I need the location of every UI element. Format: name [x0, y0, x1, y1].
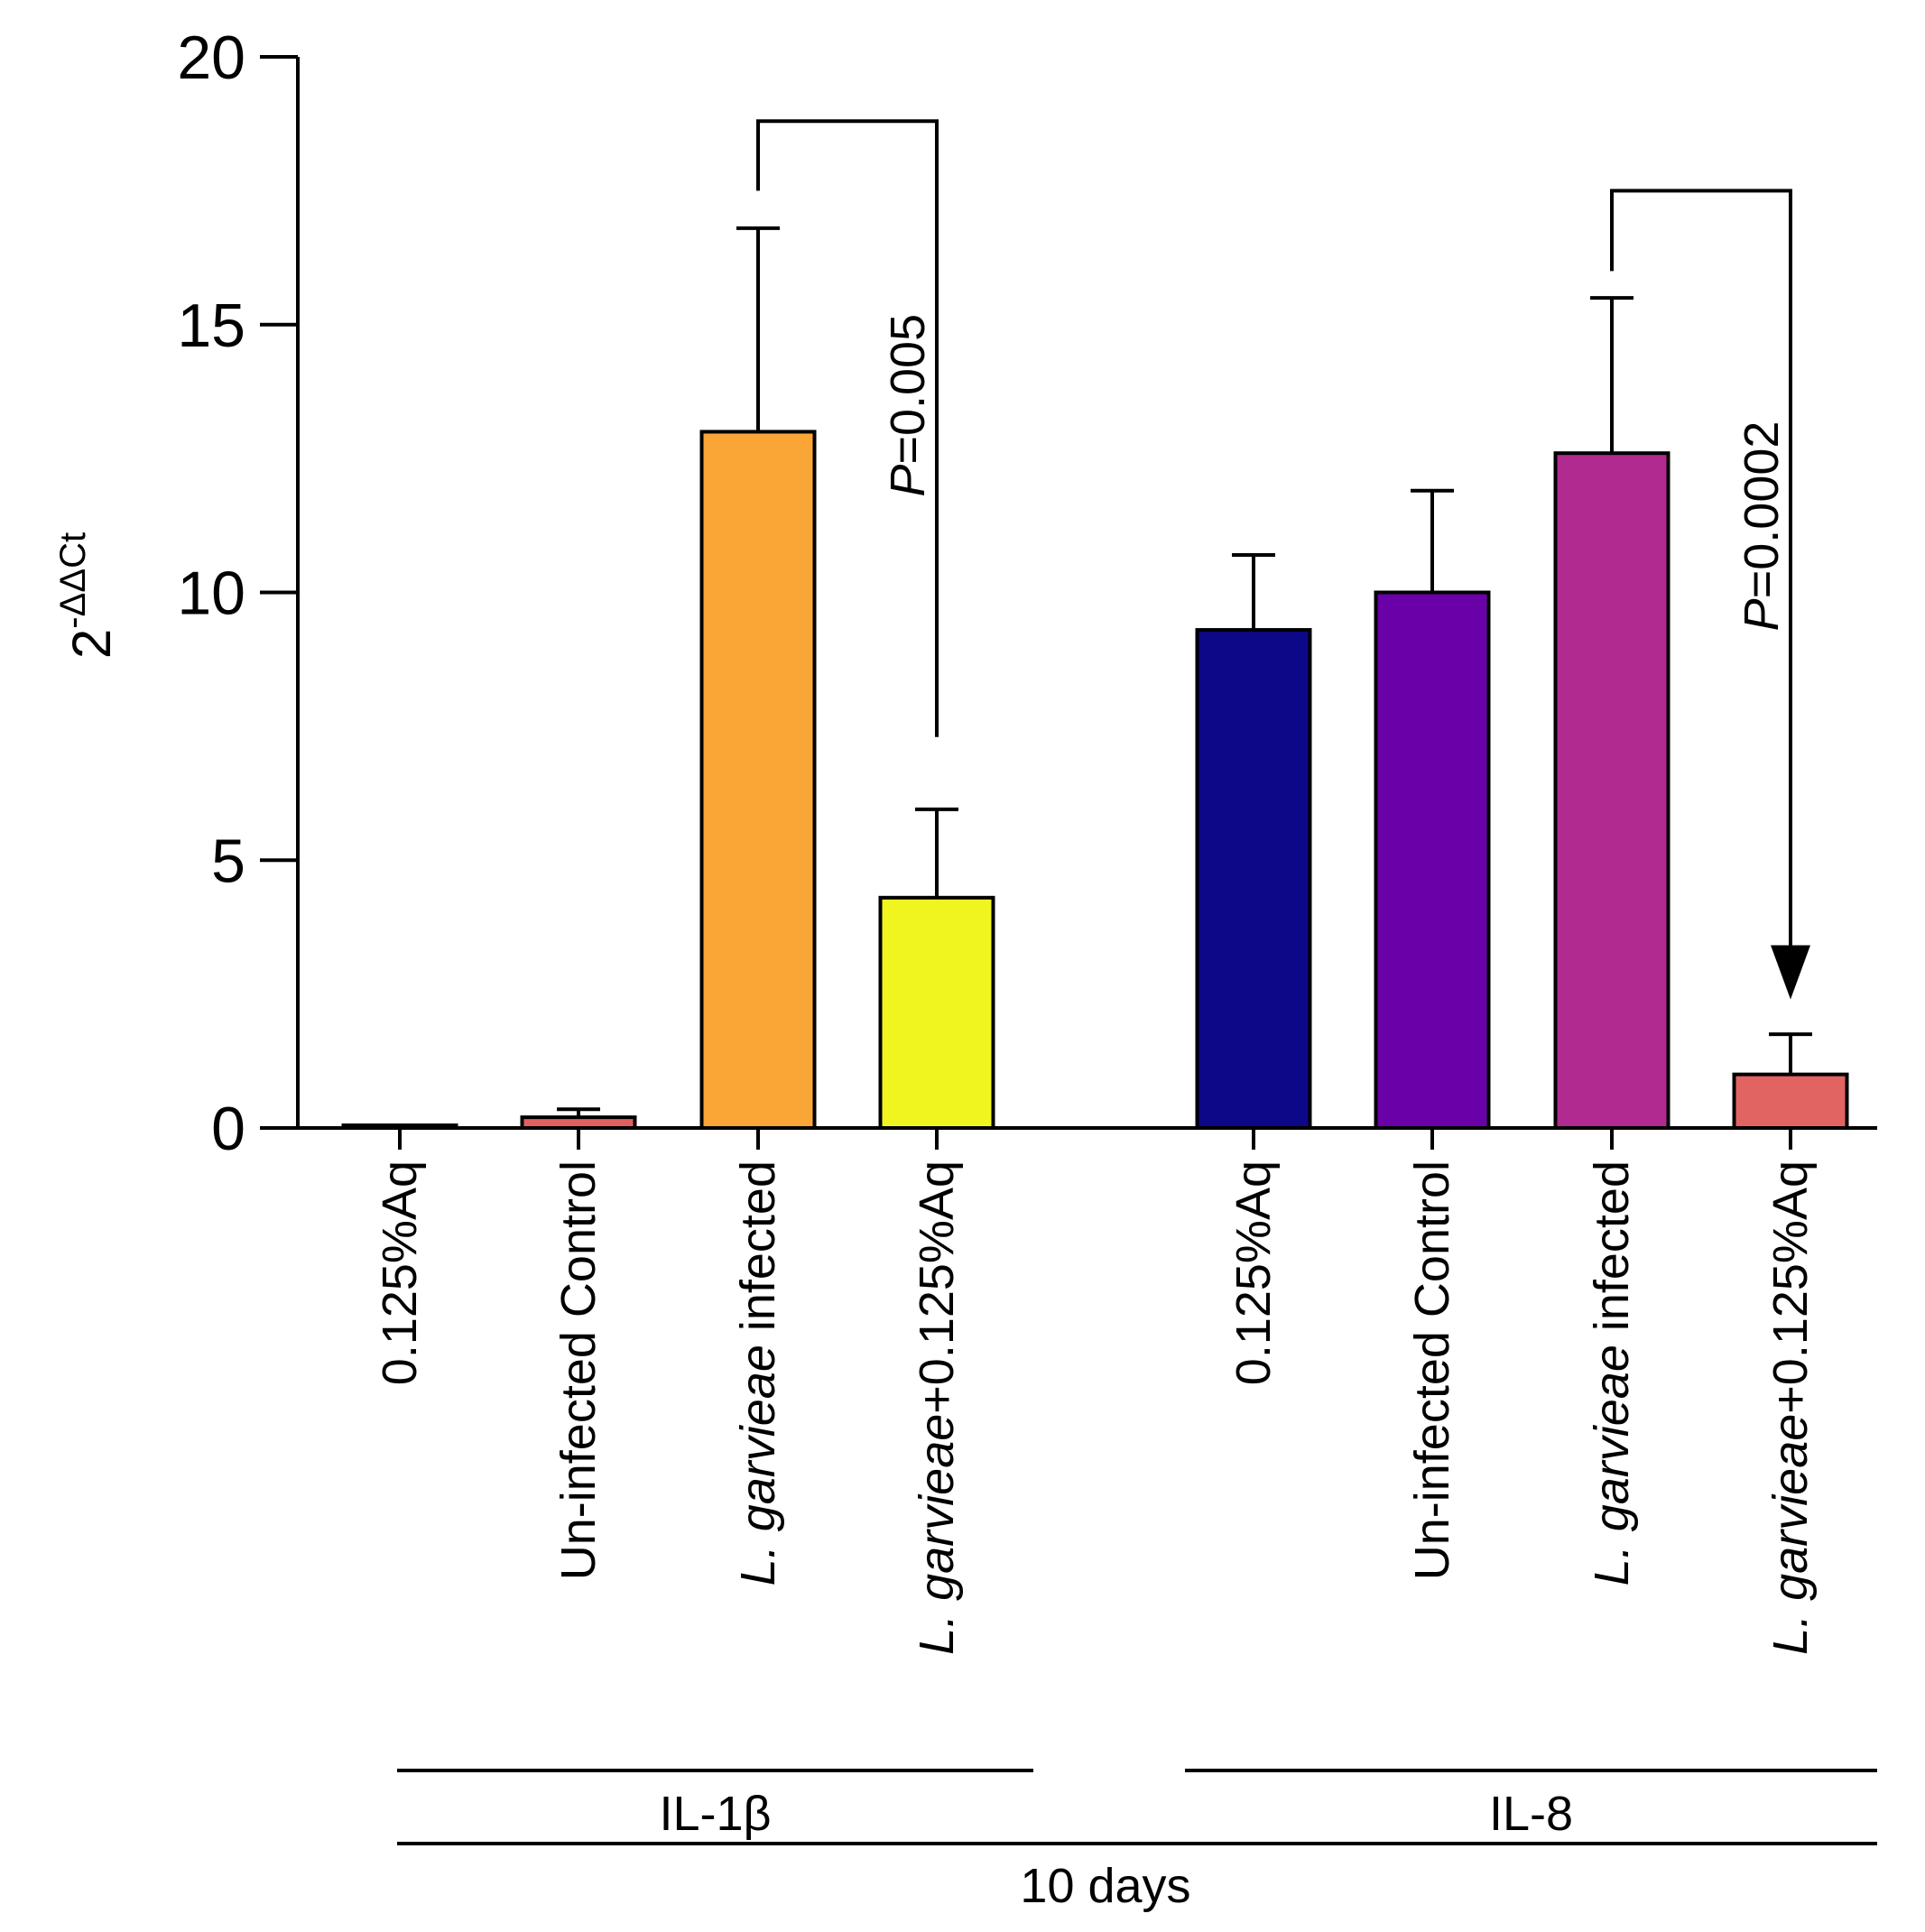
category-label-7: L. garvieae infected — [1585, 1160, 1639, 1585]
category-label-1: 0.125%Aq — [373, 1160, 427, 1385]
category-label-4: L. garvieae+0.125%Aq — [910, 1160, 964, 1655]
y-tick-label: 10 — [177, 559, 245, 628]
y-axis-label: 2-ΔΔCt — [53, 532, 122, 659]
bar-4 — [878, 895, 995, 1130]
bar-3 — [699, 430, 817, 1130]
comparison-bracket-2 — [1610, 189, 1792, 948]
bar-7 — [1553, 451, 1670, 1130]
category-label-5: 0.125%Aq — [1226, 1160, 1281, 1385]
bar-8 — [1732, 1072, 1849, 1131]
time-label: 10 days — [1020, 1859, 1190, 1913]
category-label-8: L. garvieae+0.125%Aq — [1763, 1160, 1818, 1655]
y-tick-label: 5 — [211, 827, 245, 895]
comparison-bracket-1 — [756, 119, 939, 737]
bar-6 — [1374, 590, 1491, 1130]
category-label-3: L. garvieae infected — [731, 1160, 785, 1585]
y-tick-label: 15 — [177, 291, 245, 360]
group-label-2: IL-8 — [1489, 1787, 1573, 1841]
y-tick-label: 20 — [177, 23, 245, 92]
category-label-6: Un-infected Control — [1405, 1160, 1459, 1580]
y-tick-label: 0 — [211, 1095, 245, 1163]
category-label-2: Un-infected Control — [551, 1160, 606, 1580]
group-label-1: IL-1β — [659, 1787, 771, 1841]
bar-5 — [1195, 628, 1312, 1130]
p-value-label-1: P=0.005 — [881, 314, 935, 497]
p-value-label-2: P=0.0002 — [1735, 421, 1789, 632]
comparison-arrow-2 — [1771, 945, 1810, 1000]
